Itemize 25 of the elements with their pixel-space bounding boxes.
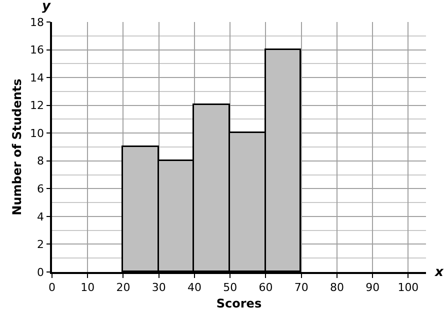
x-tick-label: 100 [398, 280, 419, 294]
y-axis-title: Number of Students [10, 78, 24, 216]
x-tick-label: 80 [330, 280, 344, 294]
y-tick-label: 14 [30, 71, 44, 84]
y-tick-label: 18 [30, 16, 44, 29]
y-tick-label: 2 [37, 238, 44, 252]
text: y [42, 0, 51, 14]
x-tick-label: 90 [366, 280, 380, 294]
x-tick-label: 50 [223, 280, 238, 294]
x-tick-label: 10 [80, 280, 95, 294]
y-tick-label: 16 [30, 44, 44, 57]
y-tick-label: 6 [37, 182, 44, 196]
x-axis-title: Scores [216, 296, 262, 310]
y-tick-label: 10 [30, 126, 44, 140]
y-tick-label: 4 [37, 210, 44, 224]
x-tick-label: 60 [258, 280, 273, 294]
x-tick-label: 70 [294, 280, 308, 294]
text: x [434, 265, 444, 280]
x-tick-label: 20 [116, 280, 130, 294]
y-tick-label: 12 [30, 99, 44, 112]
x-tick-label: 40 [187, 280, 202, 294]
y-tick-label: 8 [37, 154, 44, 168]
x-tick-label: 0 [48, 280, 56, 294]
y-tick-label: 0 [37, 266, 44, 279]
x-tick-label: 30 [152, 280, 166, 294]
